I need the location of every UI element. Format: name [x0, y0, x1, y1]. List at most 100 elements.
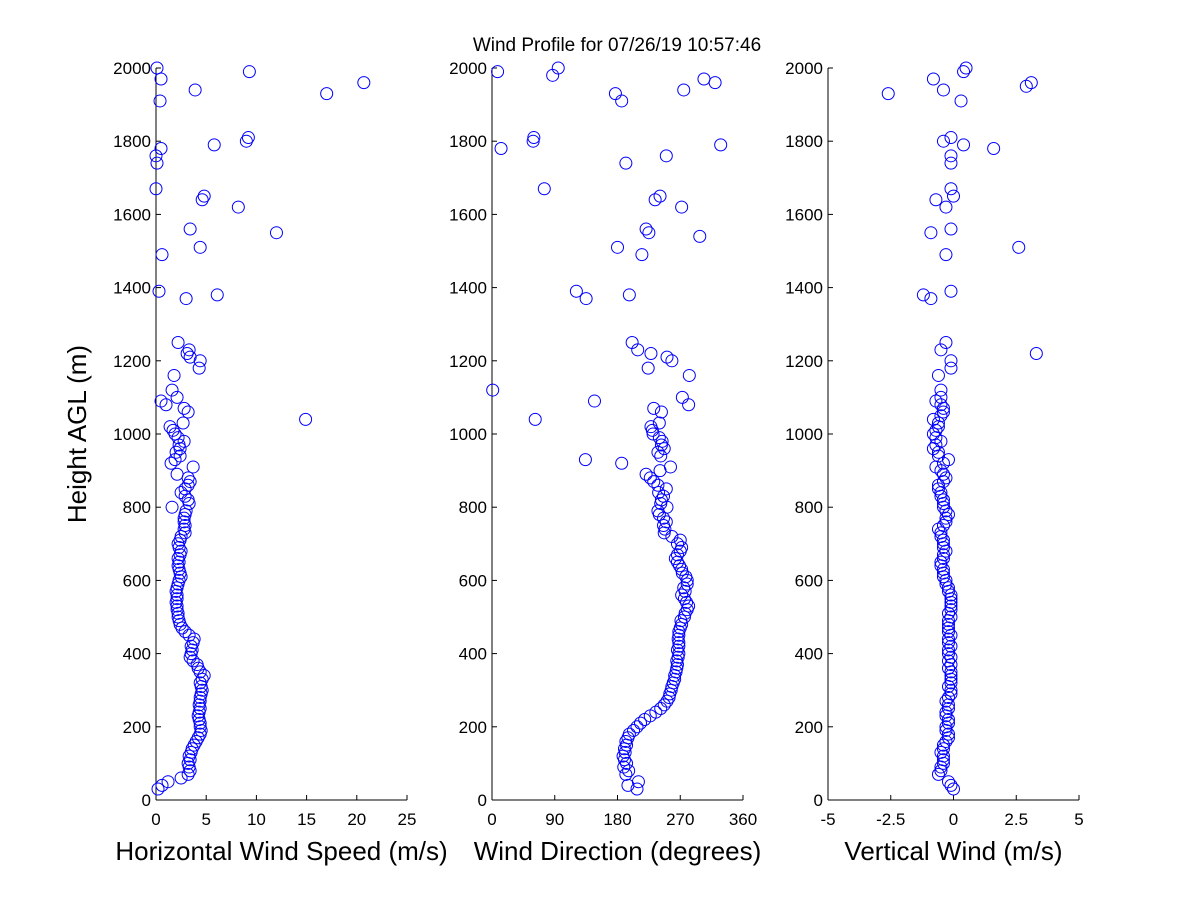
direction-data-point — [615, 94, 629, 108]
vertical-data-point — [934, 745, 948, 759]
direction-data-point — [649, 705, 663, 719]
vertical-y-tick-label: 1400 — [785, 279, 823, 298]
speed-data-point — [241, 131, 255, 145]
direction-data-point — [654, 405, 668, 419]
vertical-data-point — [944, 669, 958, 683]
vertical-data-point — [934, 555, 948, 569]
direction-y-tick-label: 800 — [459, 498, 487, 517]
vertical-data-point — [936, 753, 950, 767]
speed-y-tick-label: 1800 — [113, 132, 151, 151]
speed-x-tick-label: 5 — [201, 810, 210, 829]
vertical-data-point — [941, 606, 955, 620]
panel-vertical: 0 200 400 600 800 1000 1200 1400 1600 1800 2000 -5 -… — [785, 59, 1084, 866]
vertical-data-point — [936, 519, 950, 532]
vertical-data-point — [1024, 76, 1038, 90]
speed-data-point — [149, 182, 163, 196]
vertical-data-point — [939, 471, 953, 485]
vertical-data-point — [931, 368, 945, 382]
speed-data-point — [186, 654, 200, 668]
direction-data-point — [675, 200, 689, 214]
direction-data-point — [660, 350, 674, 364]
direction-data-point — [494, 142, 508, 156]
speed-data-point — [197, 189, 211, 203]
vertical-y-tick-label: 1800 — [785, 132, 823, 151]
direction-data-point — [677, 83, 691, 97]
speed-data-point — [193, 665, 207, 679]
direction-y-tick-label: 1800 — [449, 132, 487, 151]
direction-data-point — [654, 493, 668, 507]
direction-data-point — [644, 346, 658, 360]
direction-data-point — [674, 614, 688, 628]
direction-data-point — [647, 475, 661, 489]
vertical-data-point — [944, 610, 958, 624]
vertical-data-point — [941, 625, 955, 639]
speed-data-point — [187, 738, 201, 752]
vertical-data-point — [944, 182, 958, 196]
vertical-x-tick-label: 5 — [1074, 810, 1083, 829]
direction-data-point — [693, 229, 707, 243]
direction-y-tick-label: 0 — [478, 791, 487, 810]
speed-data-point — [183, 222, 197, 236]
vertical-data-point — [936, 749, 950, 763]
speed-data-point — [357, 76, 371, 90]
vertical-data-point — [1029, 346, 1043, 360]
vertical-data-point — [939, 720, 953, 734]
speed-data-point — [165, 383, 179, 397]
direction-data-point — [491, 65, 505, 79]
speed-data-point — [149, 149, 163, 163]
direction-data-point — [643, 471, 657, 485]
vertical-data-point — [941, 654, 955, 668]
vertical-data-point — [1012, 240, 1026, 254]
direction-data-point — [651, 445, 665, 459]
vertical-data-point — [936, 548, 950, 562]
speed-data-point — [193, 240, 207, 254]
vertical-data-point — [931, 767, 945, 781]
vertical-data-point — [944, 131, 958, 145]
direction-data-point — [486, 383, 500, 397]
direction-data-point — [644, 420, 658, 434]
vertical-data-point — [936, 467, 950, 481]
direction-data-point — [634, 716, 648, 730]
vertical-data-point — [936, 533, 950, 547]
speed-data-point — [193, 720, 207, 734]
direction-data-point — [660, 694, 674, 708]
speed-data-point — [174, 771, 188, 785]
vertical-data-point — [929, 423, 943, 437]
speed-data-point — [170, 592, 184, 606]
speed-data-point — [174, 544, 188, 558]
speed-y-tick-label: 200 — [123, 718, 151, 737]
direction-data-point — [652, 431, 666, 445]
vertical-data-point — [934, 343, 948, 357]
vertical-x-tick-label: 2.5 — [1004, 810, 1028, 829]
vertical-data-point — [939, 504, 953, 518]
direction-data-point — [652, 486, 666, 500]
vertical-y-tick-label: 1000 — [785, 425, 823, 444]
vertical-data-point — [926, 427, 940, 441]
vertical-data-point — [944, 156, 958, 170]
speed-data-point — [178, 489, 192, 503]
vertical-y-tick-label: 0 — [814, 791, 823, 810]
direction-x-tick-label: 0 — [487, 810, 496, 829]
direction-y-tick-label: 2000 — [449, 59, 487, 78]
speed-data-point — [168, 427, 182, 441]
direction-data-point — [679, 570, 693, 584]
direction-data-point — [617, 760, 631, 774]
speed-data-point — [174, 486, 188, 500]
direction-data-point — [579, 292, 593, 306]
speed-data-point — [193, 694, 207, 708]
direction-data-point — [611, 240, 624, 254]
speed-data-point — [195, 193, 209, 207]
vertical-data-point — [939, 336, 953, 349]
vertical-y-tick-label: 1600 — [785, 205, 823, 224]
speed-data-point — [193, 676, 207, 690]
speed-data-point — [189, 734, 203, 748]
direction-data-point — [668, 672, 682, 686]
vertical-data-point — [936, 134, 950, 148]
vertical-data-point — [941, 617, 955, 631]
speed-data-point — [177, 515, 191, 529]
speed-data-point — [151, 782, 165, 796]
speed-data-point — [150, 61, 164, 75]
speed-data-point — [173, 449, 187, 463]
direction-x-tick-label: 360 — [729, 810, 757, 829]
